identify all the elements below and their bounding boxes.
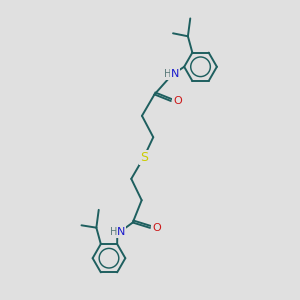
Text: N: N <box>117 227 125 237</box>
Text: H: H <box>110 227 117 237</box>
Text: O: O <box>152 223 161 233</box>
Text: H: H <box>164 69 172 79</box>
Text: S: S <box>140 151 148 164</box>
Text: O: O <box>173 96 182 106</box>
Text: N: N <box>171 69 179 79</box>
